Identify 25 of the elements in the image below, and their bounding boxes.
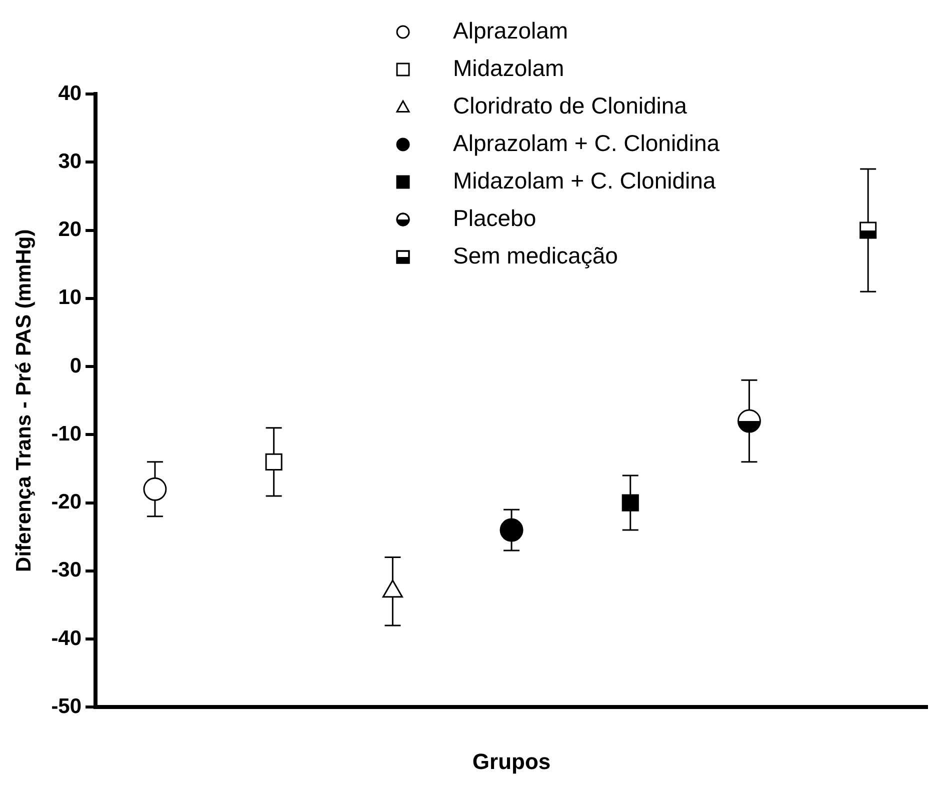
y-tick-label: 20	[58, 218, 82, 242]
y-tick-label: 30	[58, 150, 82, 173]
y-tick-label: -50	[51, 694, 82, 718]
legend-label: Sem medicação	[453, 242, 618, 268]
legend-label: Midazolam + C. Clonidina	[453, 167, 716, 194]
y-tick-label: -10	[51, 422, 82, 446]
legend-label: Alprazolam + C. Clonidina	[453, 130, 720, 156]
point	[860, 222, 877, 239]
y-tick-label: -40	[51, 626, 82, 650]
legend-label: Placebo	[453, 204, 536, 231]
legend-label: Midazolam	[453, 54, 564, 81]
y-tick-label: 40	[58, 82, 82, 105]
y-tick-label: 0	[70, 354, 82, 378]
legend-label: Alprazolam	[453, 17, 568, 44]
point	[500, 518, 524, 542]
y-tick-label: -30	[51, 558, 82, 582]
legend-label: Cloridrato de Clonidina	[453, 92, 688, 118]
point	[622, 494, 639, 512]
y-tick-label: 10	[58, 286, 82, 310]
point	[265, 453, 282, 470]
y-axis-title: Diferença Trans - Pré PAS (mmHg)	[12, 229, 36, 572]
point	[737, 409, 761, 433]
x-axis-title: Grupos	[472, 748, 551, 774]
y-tick-label: -20	[51, 490, 82, 514]
point	[143, 477, 167, 501]
